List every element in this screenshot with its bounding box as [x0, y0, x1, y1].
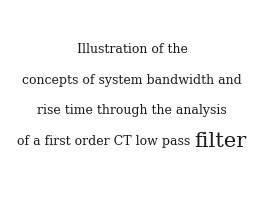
- Text: Illustration of the: Illustration of the: [77, 43, 187, 56]
- Text: filter: filter: [195, 132, 247, 151]
- Text: concepts of system bandwidth and: concepts of system bandwidth and: [22, 74, 242, 87]
- Text: of a first order CT low pass: of a first order CT low pass: [17, 135, 195, 148]
- Text: rise time through the analysis: rise time through the analysis: [37, 104, 227, 117]
